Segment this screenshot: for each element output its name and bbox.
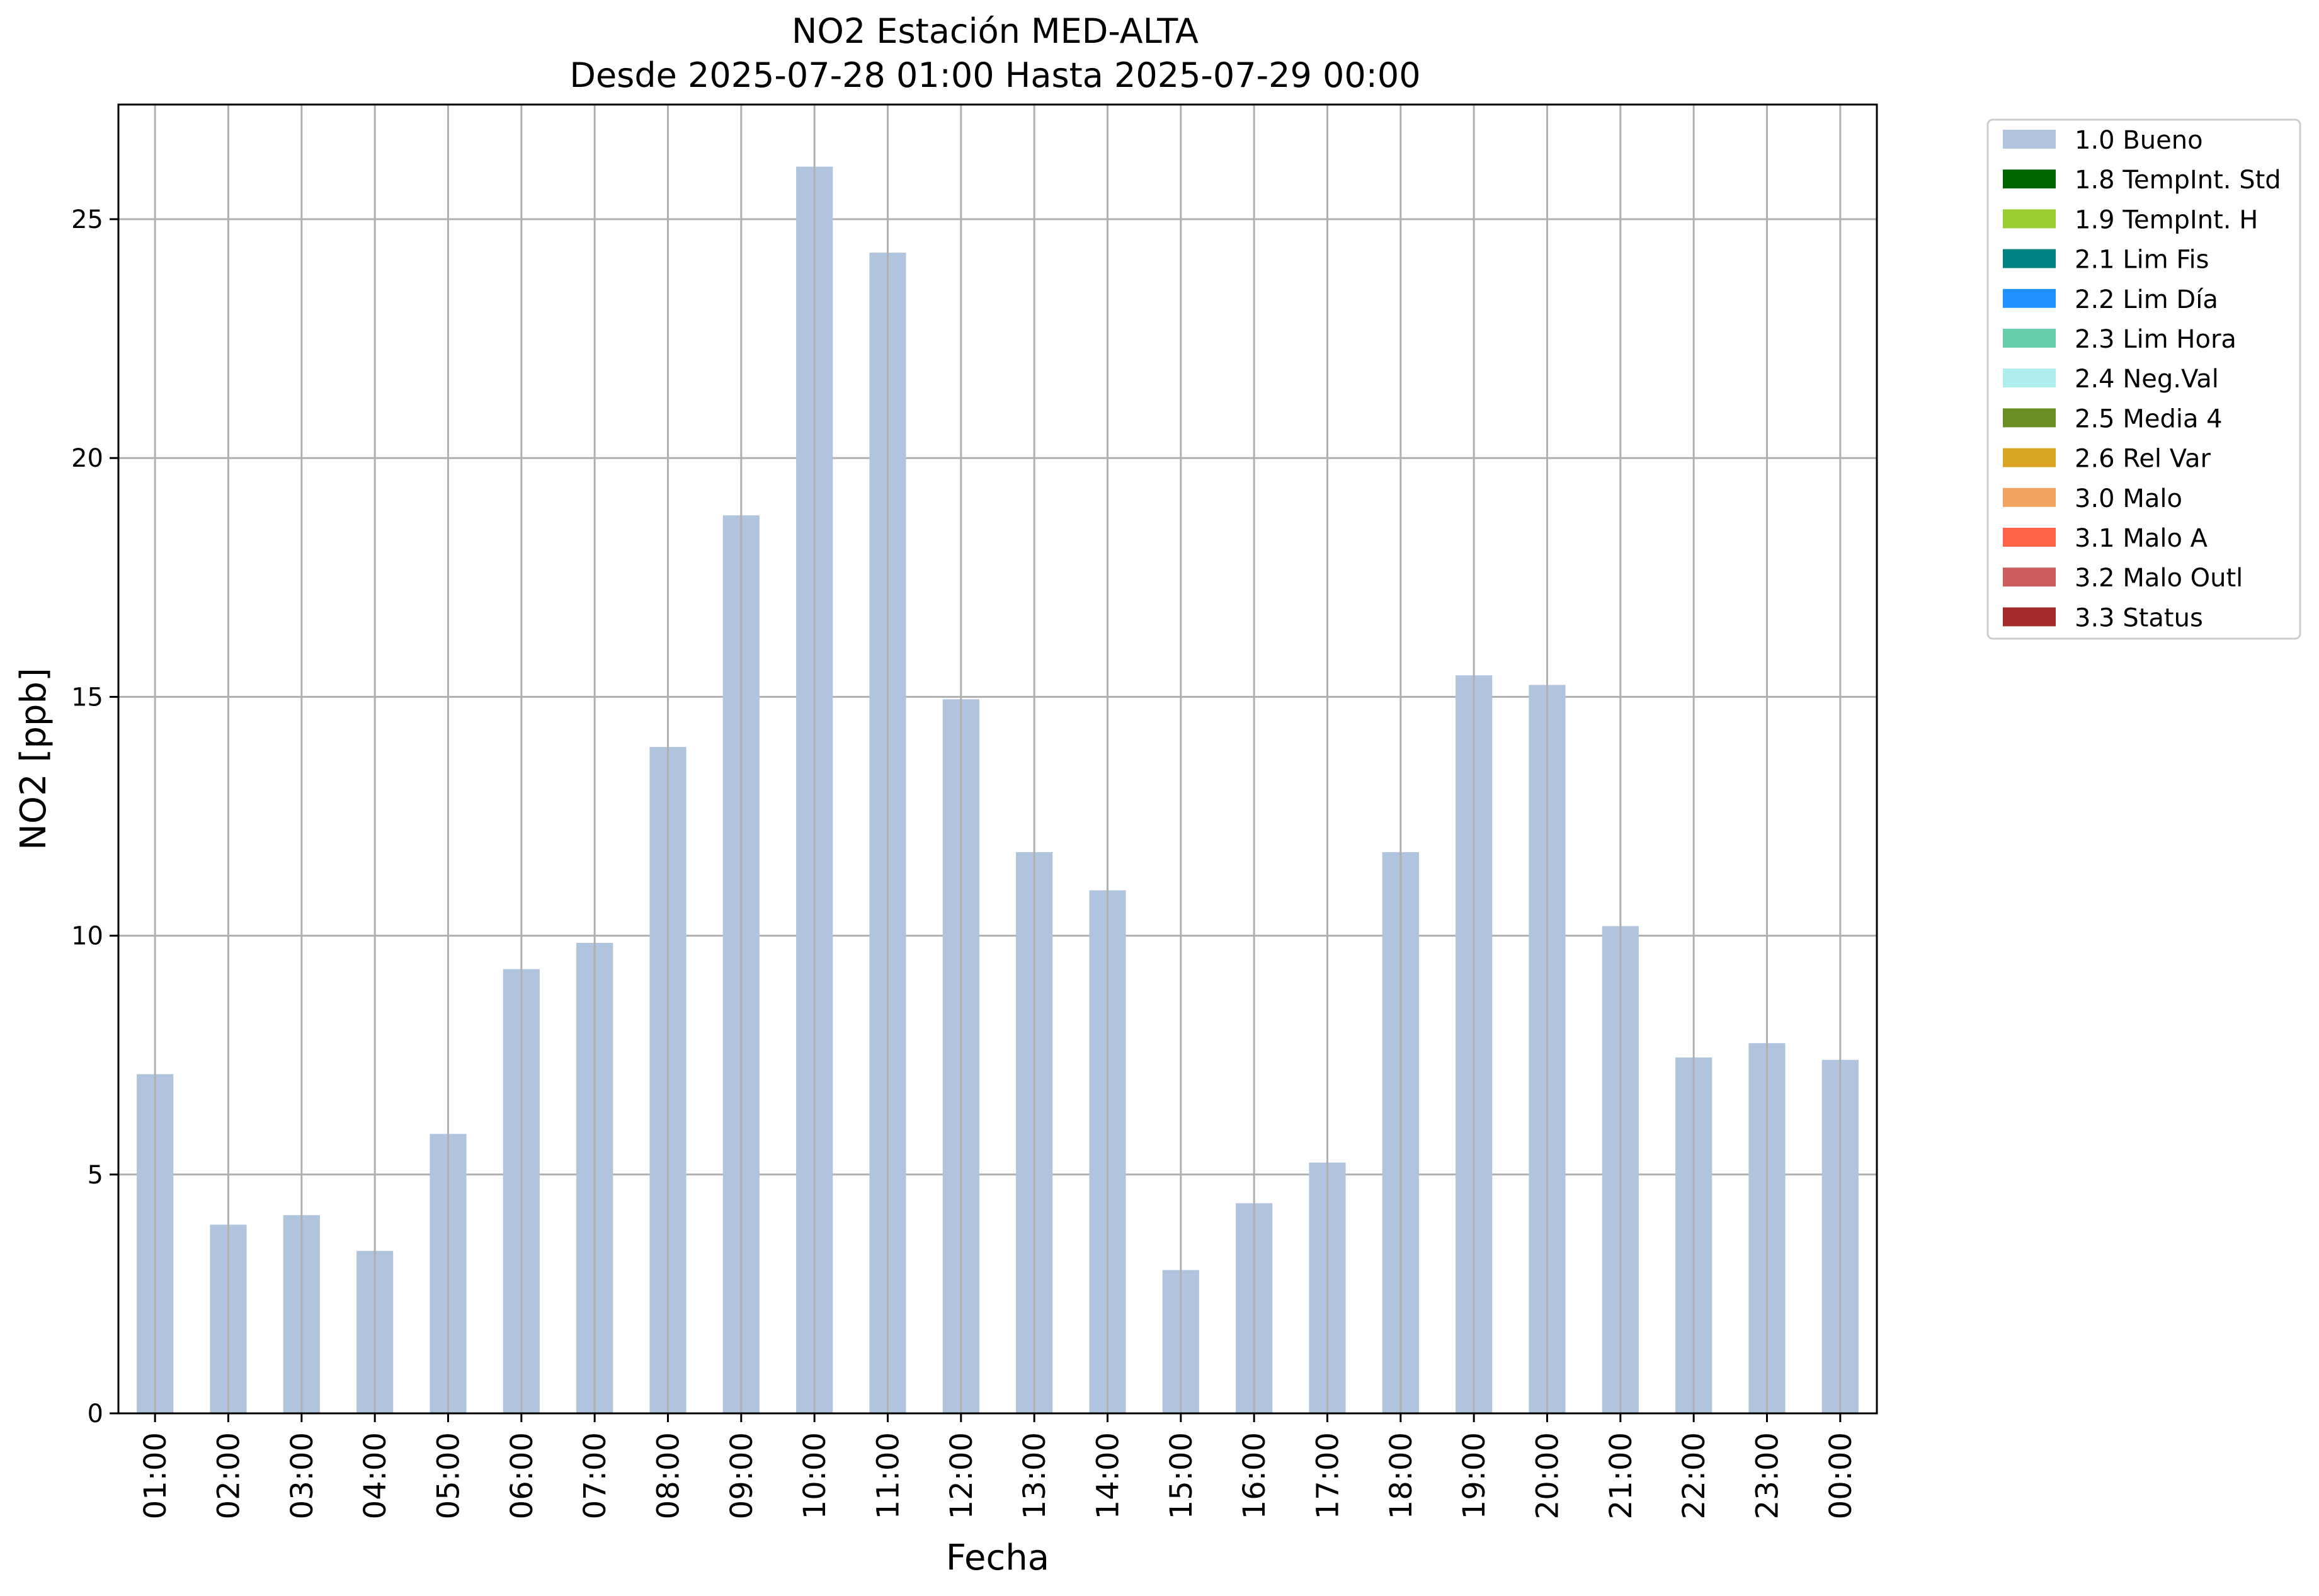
x-tick-label: 09:00	[724, 1432, 760, 1519]
y-axis: 0 5 10 15 20 25	[71, 205, 118, 1428]
x-tick-label: 15:00	[1164, 1432, 1199, 1519]
chart-subtitle: Desde 2025-07-28 01:00 Hasta 2025-07-29 …	[569, 55, 1420, 95]
legend-swatch	[2003, 607, 2056, 627]
legend-label: 3.3 Status	[2075, 603, 2203, 632]
legend-swatch	[2003, 487, 2056, 507]
x-tick-label: 21:00	[1604, 1432, 1639, 1519]
x-tick-label: 18:00	[1384, 1432, 1419, 1519]
y-tick-label: 20	[71, 444, 103, 473]
x-tick-label: 16:00	[1237, 1432, 1272, 1519]
legend-label: 1.0 Bueno	[2075, 126, 2203, 155]
chart-title: NO2 Estación MED-ALTA	[792, 11, 1199, 51]
x-tick-label: 02:00	[212, 1432, 247, 1519]
legend-swatch	[2003, 169, 2056, 189]
legend-swatch	[2003, 448, 2056, 467]
legend-label: 2.1 Lim Fis	[2075, 246, 2209, 275]
x-tick-label: 00:00	[1823, 1432, 1859, 1519]
legend-swatch	[2003, 249, 2056, 268]
legend-label: 1.9 TempInt. H	[2075, 205, 2258, 234]
y-tick-label: 10	[71, 922, 103, 951]
x-tick-label: 03:00	[285, 1432, 320, 1519]
legend-label: 1.8 TempInt. Std	[2075, 166, 2281, 195]
legend-swatch	[2003, 408, 2056, 428]
legend-label: 2.2 Lim Día	[2075, 285, 2218, 314]
legend-swatch	[2003, 130, 2056, 149]
x-tick-label: 08:00	[651, 1432, 687, 1519]
y-tick-label: 5	[88, 1161, 103, 1190]
legend-swatch	[2003, 567, 2056, 587]
x-tick-label: 17:00	[1311, 1432, 1346, 1519]
legend-swatch	[2003, 528, 2056, 547]
legend-label: 2.6 Rel Var	[2075, 445, 2211, 474]
bars	[137, 166, 1859, 1414]
x-axis-label: Fecha	[946, 1537, 1049, 1578]
x-tick-label: 11:00	[871, 1432, 906, 1519]
x-tick-label: 23:00	[1750, 1432, 1786, 1519]
legend-box	[1986, 118, 2301, 640]
x-tick-label: 20:00	[1530, 1432, 1566, 1519]
legend-swatch	[2003, 288, 2056, 308]
x-tick-label: 12:00	[944, 1432, 979, 1519]
legend-swatch	[2003, 329, 2056, 348]
plot-area-frame	[117, 103, 1878, 1415]
legend-label: 2.3 Lim Hora	[2075, 325, 2236, 354]
legend-swatch	[2003, 209, 2056, 229]
legend-swatch	[2003, 368, 2056, 388]
x-tick-label: 06:00	[504, 1432, 540, 1519]
legend-label: 3.0 Malo	[2075, 484, 2182, 513]
x-tick-label: 22:00	[1677, 1432, 1712, 1519]
y-axis-label: NO2 [ppb]	[13, 668, 54, 850]
y-tick-label: 25	[71, 205, 103, 234]
legend: 1.0 Bueno 1.8 TempInt. Std 1.9 TempInt. H 2…	[1986, 118, 2301, 640]
legend-label: 2.4 Neg.Val	[2075, 365, 2219, 394]
x-tick-label: 07:00	[578, 1432, 613, 1519]
x-tick-label: 13:00	[1017, 1432, 1052, 1519]
legend-label: 2.5 Media 4	[2075, 404, 2223, 433]
y-tick-label: 0	[88, 1399, 103, 1428]
legend-label: 3.1 Malo A	[2075, 524, 2208, 553]
vertical-grid	[154, 105, 1842, 1413]
x-tick-label: 01:00	[138, 1432, 173, 1519]
x-tick-label: 05:00	[431, 1432, 467, 1519]
x-axis: 01:00 02:00 03:00 04:00 05:00 06:00 07:00 08:00…	[138, 1413, 1859, 1519]
x-tick-label: 10:00	[797, 1432, 833, 1519]
legend-label: 3.2 Malo Outl	[2075, 564, 2243, 593]
x-tick-label: 14:00	[1091, 1432, 1126, 1519]
y-tick-label: 15	[71, 683, 103, 712]
x-tick-label: 19:00	[1457, 1432, 1492, 1519]
x-tick-label: 04:00	[358, 1432, 393, 1519]
